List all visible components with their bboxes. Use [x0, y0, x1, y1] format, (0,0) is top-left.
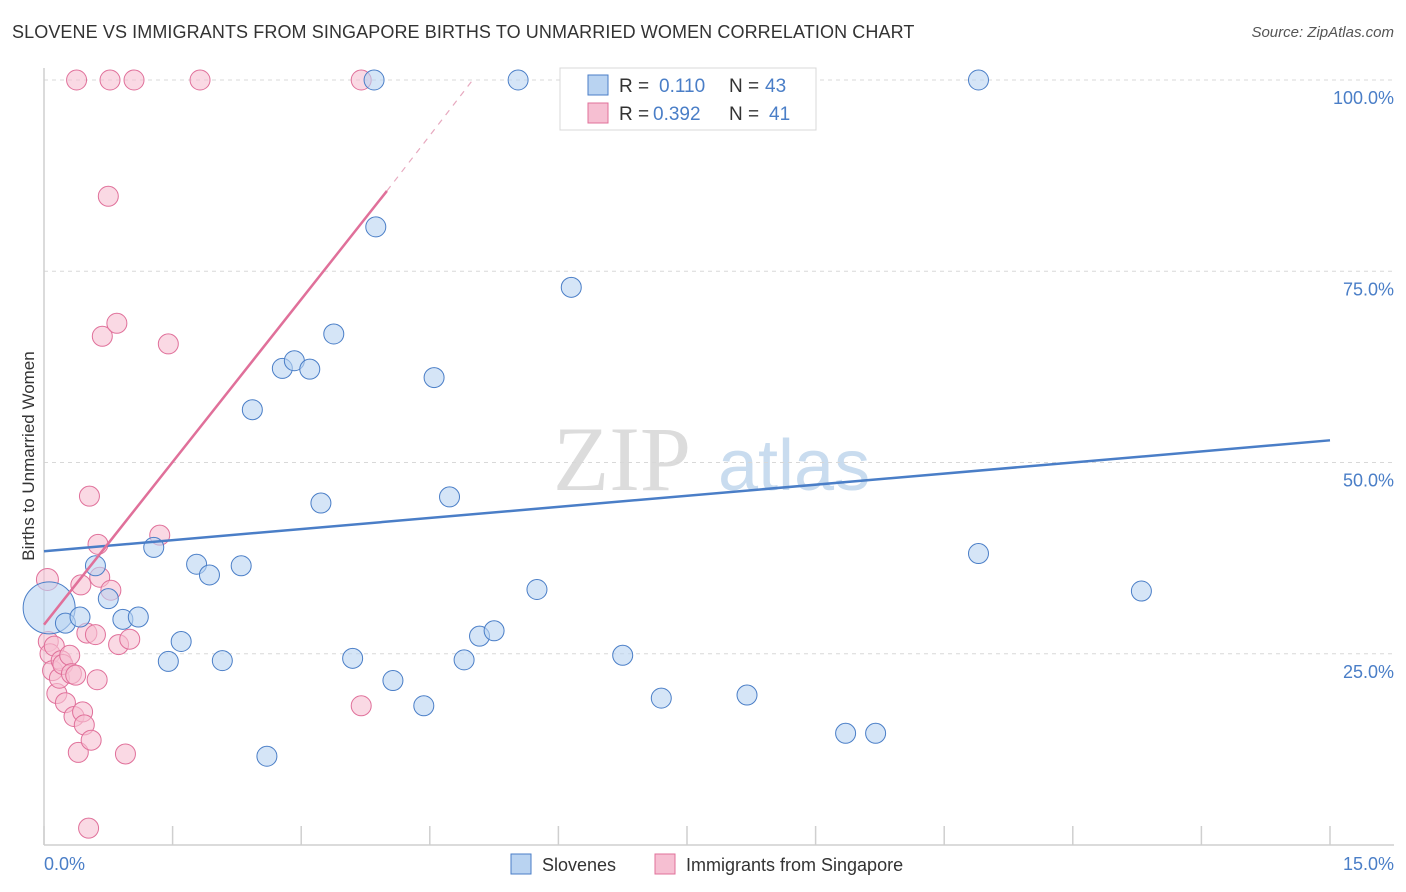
slovenes-point-20: [323, 323, 345, 345]
slovenes-point-2: [69, 606, 91, 628]
slovenes-point-36: [736, 684, 758, 706]
bottom-legend-label-immigrants: Immigrants from Singapore: [686, 855, 903, 875]
watermark-zip: ZIP: [553, 408, 691, 510]
slovenes-point-34: [612, 644, 634, 666]
legend-n-label-pink: N =: [729, 104, 759, 125]
watermark-atlas: atlas: [718, 426, 870, 506]
immigrants-point-26: [91, 325, 113, 347]
slovenes-point-13: [230, 555, 252, 577]
slovenes-point-11: [198, 564, 220, 586]
immigrants-point-22: [84, 624, 106, 646]
immigrants-point-21: [80, 729, 102, 751]
immigrants-point-34: [157, 333, 179, 355]
slovenes-point-40: [967, 69, 989, 91]
slovenes-point-21: [342, 647, 364, 669]
slovenes-point-28: [453, 649, 475, 671]
chart-title: SLOVENE VS IMMIGRANTS FROM SINGAPORE BIR…: [12, 22, 915, 42]
immigrants-point-40: [350, 695, 372, 717]
slovenes-point-8: [157, 650, 179, 672]
x-tick-label-min: 0.0%: [44, 854, 85, 874]
bottom-legend-swatch-immigrants: [654, 853, 676, 875]
slovenes-point-41: [1130, 580, 1152, 602]
legend-r-value-blue: 0.110: [659, 76, 705, 97]
slovenes-point-3: [84, 555, 106, 577]
series-immigrants-points: [35, 69, 372, 839]
slovenes-point-4: [97, 588, 119, 610]
immigrants-point-10: [59, 644, 81, 666]
bottom-legend-label-slovenes: Slovenes: [542, 855, 616, 875]
immigrants-point-13: [65, 664, 87, 686]
immigrants-point-36: [99, 69, 121, 91]
immigrants-point-37: [123, 69, 145, 91]
source-credit: Source: ZipAtlas.com: [1251, 24, 1394, 41]
immigrants-trend-extension: [386, 79, 474, 192]
legend-n-value-blue: 43: [765, 76, 786, 97]
y-axis-title: Births to Unmarried Women: [19, 351, 38, 560]
y-tick-label-100: 100.0%: [1333, 88, 1394, 108]
slovenes-point-37: [835, 722, 857, 744]
legend-r-label-pink: R =: [619, 104, 649, 125]
slovenes-point-23: [365, 216, 387, 238]
slovenes-point-32: [526, 578, 548, 600]
legend-swatch-blue: [587, 74, 609, 96]
series-legend: Slovenes Immigrants from Singapore: [510, 853, 903, 875]
slovenes-point-6: [127, 606, 149, 628]
legend-r-value-pink: 0.392: [653, 104, 701, 125]
legend-n-label-blue: N =: [729, 76, 759, 97]
x-tick-label-max: 15.0%: [1343, 854, 1394, 874]
slovenes-point-14: [241, 399, 263, 421]
immigrants-trend-line: [43, 190, 388, 626]
immigrants-point-20: [78, 485, 100, 507]
slovenes-point-27: [439, 486, 461, 508]
slovenes-point-26: [423, 367, 445, 389]
immigrants-point-23: [86, 669, 108, 691]
y-tick-label-50: 50.0%: [1343, 471, 1394, 491]
bottom-legend-swatch-slovenes: [510, 853, 532, 875]
correlation-legend: R = 0.110 N = 43 R = 0.392 N = 41: [559, 67, 817, 131]
slovenes-point-31: [507, 69, 529, 91]
immigrants-point-38: [189, 69, 211, 91]
immigrants-point-24: [87, 533, 109, 555]
slovenes-point-24: [382, 670, 404, 692]
y-tick-label-25: 25.0%: [1343, 662, 1394, 682]
immigrants-point-14: [67, 741, 89, 763]
slovenes-point-9: [170, 631, 192, 653]
slovenes-point-38: [865, 722, 887, 744]
immigrants-point-29: [106, 312, 128, 334]
legend-swatch-pink: [587, 102, 609, 124]
slovenes-point-15: [256, 745, 278, 767]
legend-r-label-blue: R =: [619, 76, 649, 97]
immigrants-point-32: [119, 628, 141, 650]
slovenes-point-39: [967, 543, 989, 565]
immigrants-point-31: [114, 743, 136, 765]
slovenes-point-12: [211, 650, 233, 672]
slovenes-point-30: [483, 620, 505, 642]
slovenes-point-19: [310, 492, 332, 514]
y-tick-label-75: 75.0%: [1343, 279, 1394, 299]
y-axis-tick-labels: 25.0% 50.0% 75.0% 100.0%: [1333, 88, 1394, 682]
trend-lines: [43, 79, 1331, 626]
immigrants-point-15: [70, 574, 92, 596]
slovenes-point-18: [299, 358, 321, 380]
slovenes-point-22: [363, 69, 385, 91]
slovenes-point-25: [413, 695, 435, 717]
slovenes-trend-line: [43, 439, 1331, 553]
immigrants-point-35: [66, 69, 88, 91]
slovenes-point-33: [560, 276, 582, 298]
immigrants-point-27: [97, 185, 119, 207]
x-axis-ticks: [43, 826, 1331, 845]
immigrants-point-19: [78, 817, 100, 839]
slovenes-point-35: [650, 687, 672, 709]
legend-n-value-pink: 41: [769, 104, 790, 125]
